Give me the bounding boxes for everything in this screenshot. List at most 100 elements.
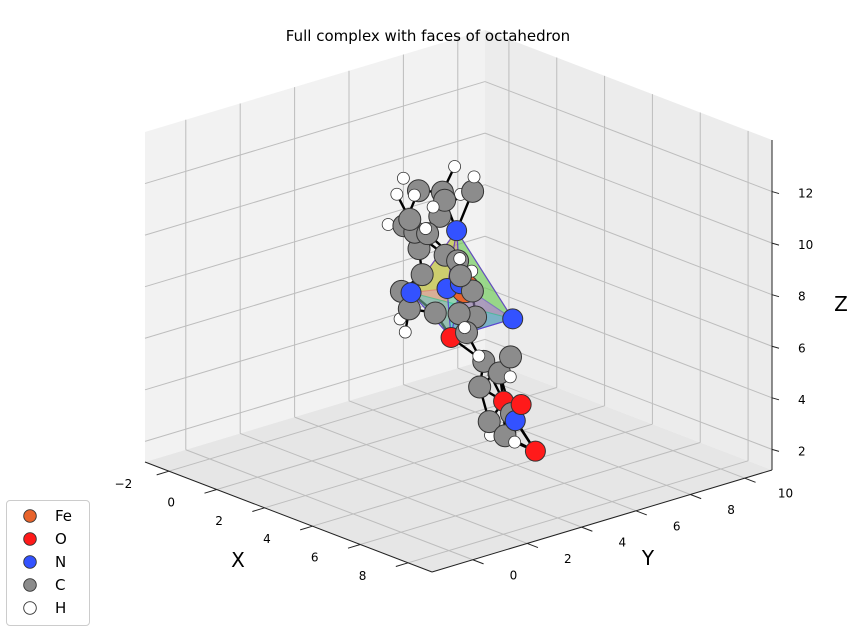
y-tick-label: 2: [564, 552, 572, 566]
legend-marker: [23, 555, 37, 569]
x-tick: [252, 507, 265, 512]
atom-h: [381, 218, 395, 231]
grid-line-y: [185, 449, 473, 561]
y-axis-label: Y: [641, 546, 655, 570]
atom-h: [467, 170, 481, 184]
grid-line-y: [294, 416, 582, 528]
grid-line-z: [484, 287, 773, 399]
legend-item-n: N: [7, 551, 66, 573]
z-tick-label: 4: [798, 393, 806, 407]
atom-h: [458, 321, 472, 334]
legend-label: C: [55, 576, 66, 594]
z-tick: [771, 345, 780, 349]
chart-title: Full complex with faces of octahedron: [285, 27, 571, 45]
atom-h: [508, 435, 522, 449]
x-tick: [156, 470, 170, 476]
grid-lines: [144, 38, 773, 564]
grid-line-z: [144, 81, 486, 185]
x-tick-label: 4: [263, 532, 271, 546]
atom-c: [477, 410, 501, 434]
x-tick-label: 6: [311, 551, 319, 565]
grid-line-z: [484, 338, 773, 450]
z-axis-label: Z: [834, 292, 848, 316]
legend-label: H: [55, 599, 67, 617]
grid-line-y: [403, 384, 691, 495]
y-tick-label: 8: [727, 503, 735, 517]
legend-marker: [23, 578, 37, 592]
atom-c: [499, 345, 523, 369]
z-tick-label: 6: [798, 341, 806, 355]
legend-marker: [23, 601, 37, 615]
z-tick: [771, 242, 780, 246]
atom-h: [472, 349, 486, 363]
atom-h: [419, 222, 433, 235]
atom-h: [426, 200, 440, 214]
x-tick-label: −2: [115, 477, 133, 491]
legend-item-o: O: [7, 528, 67, 550]
grid-line-y: [240, 432, 528, 544]
x-tick-label: 0: [167, 496, 175, 510]
grid-line-z: [484, 81, 773, 193]
atom-c: [460, 279, 484, 303]
axis-labels: X Y Z: [231, 292, 848, 572]
atom-c: [461, 179, 485, 203]
axis-edges: [144, 140, 773, 573]
atom-c: [410, 263, 434, 287]
atom-h: [390, 187, 404, 201]
legend-item-h: H: [7, 597, 66, 619]
x-tick: [395, 562, 409, 567]
atom-c: [423, 301, 447, 325]
grid-line-z: [484, 235, 773, 347]
z-tick: [771, 448, 780, 452]
grid-line-x: [264, 405, 605, 509]
x-tick: [347, 544, 361, 549]
y-tick: [527, 542, 539, 549]
y-tick: [472, 559, 484, 565]
atom-n: [502, 308, 524, 330]
y-tick: [581, 526, 593, 532]
atom-n: [446, 220, 468, 242]
legend-label: Fe: [55, 507, 73, 525]
atom-c: [448, 264, 472, 288]
legend-label: N: [55, 553, 67, 571]
z-tick-label: 10: [798, 238, 813, 252]
atoms: [381, 160, 546, 462]
x-tick-label: 2: [215, 514, 223, 528]
y-tick: [635, 510, 647, 516]
atom-n: [400, 282, 422, 304]
z-tick: [771, 191, 780, 195]
z-tick: [771, 294, 780, 298]
grid-line-z: [144, 338, 486, 442]
legend-marker: [23, 532, 37, 546]
grid-line-z: [144, 132, 486, 236]
pane-floor: [145, 360, 772, 572]
z-tick-label: 8: [798, 290, 806, 304]
legend: Fe O N C H: [6, 500, 90, 626]
x-tick: [204, 489, 217, 494]
grid-line-y: [348, 400, 637, 512]
z-tick-label: 12: [798, 187, 813, 201]
y-tick-label: 10: [778, 487, 793, 501]
atom-o: [524, 440, 546, 462]
atom-h: [503, 370, 517, 384]
y-tick: [690, 494, 702, 500]
pane-back-y: [145, 30, 485, 462]
x-tick-label: 8: [359, 569, 367, 583]
atom-c: [398, 207, 422, 231]
grid-line-x: [312, 423, 653, 527]
z-tick: [771, 397, 780, 401]
z-tick-label: 2: [798, 444, 806, 458]
legend-marker: [23, 509, 37, 523]
legend-item-c: C: [7, 574, 65, 596]
tick-labels: −2 0 2 4 6 8 0 2 4 6 8 10 2 4 6 8 10 12: [115, 187, 814, 583]
atom-o: [510, 394, 532, 416]
y-axis-line: [431, 469, 773, 573]
legend-item-fe: Fe: [7, 505, 72, 527]
atom-h: [396, 171, 410, 185]
atom-h: [453, 252, 467, 265]
atom-h: [448, 160, 462, 173]
grid-line-z: [484, 132, 773, 244]
grid-line-y: [457, 367, 745, 479]
x-axis-line: [144, 461, 433, 573]
